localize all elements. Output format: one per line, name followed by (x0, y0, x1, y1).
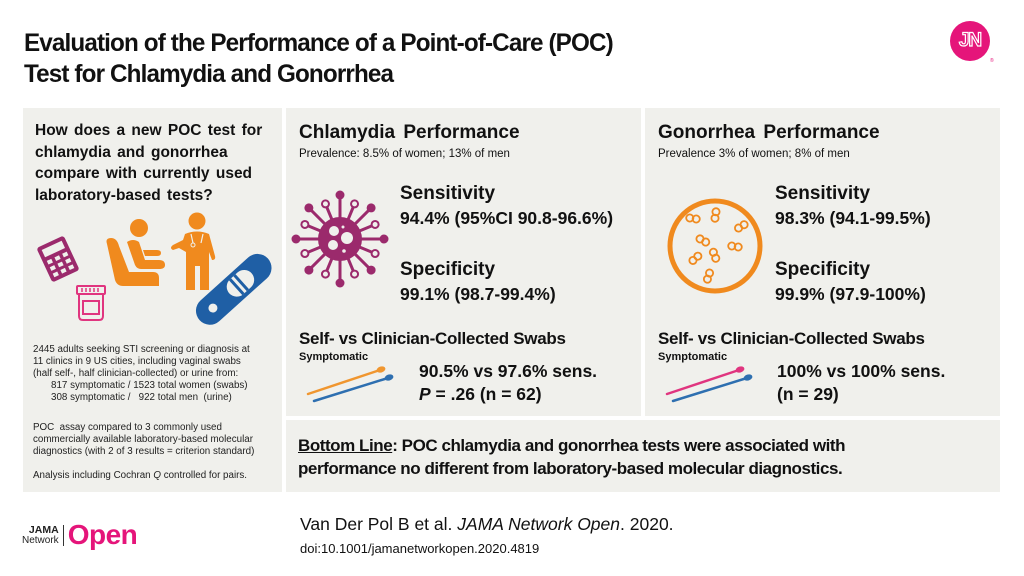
jn-logo-text: JN (958, 29, 983, 51)
chlamydia-swab-title: Self- vs Clinician-Collected Swabs (299, 329, 566, 348)
doctor-icon (171, 212, 216, 290)
gonorrhea-sensitivity-label: Sensitivity (775, 183, 871, 204)
jama-network-open-logo: JAMA Network Open (22, 519, 138, 550)
study-question: How does a new POC test for chlamydia an… (35, 122, 263, 204)
swabs-icon (306, 366, 394, 403)
doi: doi:10.1001/jamanetworkopen.2020.4819 (300, 541, 540, 556)
p-value: = .26 (n = 62) (430, 384, 542, 404)
analysis-description: Analysis including Cochran Q controlled … (33, 470, 247, 482)
chlamydia-sensitivity-ci: (95%CI 90.8-96.6%) (449, 208, 614, 228)
population-description: 2445 adults seeking STI screening or dia… (33, 344, 250, 404)
gonorrhea-swab-n: (n = 29) (777, 384, 839, 404)
chlamydia-swab-sensitivity: 90.5% vs 97.6% sens. (419, 361, 598, 381)
open-wordmark: Open (67, 519, 138, 550)
gonorrhea-swab-subtitle: Symptomatic (658, 351, 728, 363)
citation-authors: Van Der Pol B et al. (300, 514, 458, 534)
citation-year: . 2020. (620, 514, 674, 534)
citation-journal: JAMA Network Open (457, 514, 621, 534)
population-line-3: (half self-, half clinician-collected) o… (33, 368, 239, 379)
population-line-1: 2445 adults seeking STI screening or dia… (33, 344, 250, 355)
diplococci-petri-dish-icon (667, 198, 763, 294)
chlamydia-specificity-label: Specificity (400, 259, 496, 280)
citation: Van Der Pol B et al. JAMA Network Open. … (300, 514, 674, 535)
comparison-line-2: commercially available laboratory-based … (33, 434, 253, 445)
gonorrhea-prevalence: Prevalence 3% of women; 8% of men (658, 148, 850, 160)
chlamydia-sensitivity-value: 94.4% (400, 208, 450, 228)
title-line-2: Test for Chlamydia and Gonorrhea (24, 60, 394, 88)
population-women: 817 symptomatic / 1523 total women (swab… (51, 380, 248, 391)
registered-mark: ® (990, 58, 994, 64)
gonorrhea-specificity-label: Specificity (775, 259, 871, 280)
gonorrhea-sensitivity: 98.3% (94.1-99.5%) (775, 208, 931, 229)
chlamydia-swab-pvalue: P = .26 (n = 62) (419, 383, 597, 406)
gonorrhea-specificity-ci: (97.9-100%) (824, 284, 926, 304)
swabs-icon (665, 366, 753, 403)
gonorrhea-swab-result: 100% vs 100% sens. (n = 29) (777, 360, 945, 406)
chlamydia-panel: Chlamydia Performance Prevalence: 8.5% o… (286, 108, 641, 416)
gonorrhea-panel: Gonorrhea Performance Prevalence 3% of w… (645, 108, 1000, 416)
gonorrhea-swab-title: Self- vs Clinician-Collected Swabs (658, 329, 925, 348)
bottom-line-text: Bottom Line: POC chlamydia and gonorrhea… (298, 434, 845, 480)
bottom-line-text-1: : POC chlamydia and gonorrhea tests were… (392, 436, 846, 455)
calculator-icon (37, 236, 79, 282)
gonorrhea-specificity: 99.9% (97.9-100%) (775, 284, 926, 305)
patient-in-chair-icon (106, 219, 165, 286)
p-label: P (419, 384, 431, 404)
chlamydia-title: Chlamydia Performance (299, 122, 520, 143)
chlamydia-sensitivity: 94.4% (95%CI 90.8-96.6%) (400, 208, 613, 229)
chlamydia-prevalence: Prevalence: 8.5% of women; 13% of men (299, 148, 510, 160)
chlamydia-specificity-value: 99.1% (400, 284, 450, 304)
comparison-description: POC assay compared to 3 commonly used co… (33, 422, 254, 458)
gonorrhea-title: Gonorrhea Performance (658, 122, 880, 143)
chlamydia-swab-subtitle: Symptomatic (299, 351, 369, 363)
analysis-suffix: controlled for pairs. (160, 470, 248, 481)
jn-logo: JN (950, 21, 990, 61)
urine-cup-icon (76, 285, 106, 321)
bacteria-virus-icon (291, 190, 389, 288)
analysis-prefix: Analysis including Cochran (33, 470, 154, 481)
gonorrhea-sensitivity-value: 98.3% (775, 208, 825, 228)
title-line-1: Evaluation of the Performance of a Point… (24, 29, 614, 57)
study-question-panel: How does a new POC test for chlamydia an… (23, 108, 282, 492)
population-line-2: 11 clinics in 9 US cities, including vag… (33, 356, 241, 367)
cochran-q: Q (153, 470, 161, 481)
comparison-line-1: POC assay compared to 3 commonly used (33, 422, 222, 433)
chlamydia-specificity: 99.1% (98.7-99.4%) (400, 284, 556, 305)
infographic-title: Evaluation of the Performance of a Point… (24, 28, 614, 90)
gonorrhea-specificity-value: 99.9% (775, 284, 825, 304)
bottom-line-text-2: performance no different from laboratory… (298, 459, 843, 478)
chlamydia-sensitivity-label: Sensitivity (400, 183, 496, 204)
gonorrhea-swab-sensitivity: 100% vs 100% sens. (777, 361, 946, 381)
chlamydia-specificity-ci: (98.7-99.4%) (449, 284, 556, 304)
chlamydia-swab-result: 90.5% vs 97.6% sens. P = .26 (n = 62) (419, 360, 597, 406)
jama-word: JAMA (28, 523, 59, 536)
population-men: 308 symptomatic / 922 total men (urine) (51, 392, 232, 403)
comparison-line-3: diagnostics (with 2 of 3 results = crite… (33, 446, 255, 457)
test-strip-icon (195, 253, 272, 325)
bottom-line-label: Bottom Line (298, 436, 393, 455)
gonorrhea-sensitivity-ci: (94.1-99.5%) (824, 208, 931, 228)
network-word: Network (22, 534, 59, 546)
bottom-line-panel: Bottom Line: POC chlamydia and gonorrhea… (286, 420, 1000, 492)
jama-network-wordmark: JAMA Network (22, 523, 64, 546)
